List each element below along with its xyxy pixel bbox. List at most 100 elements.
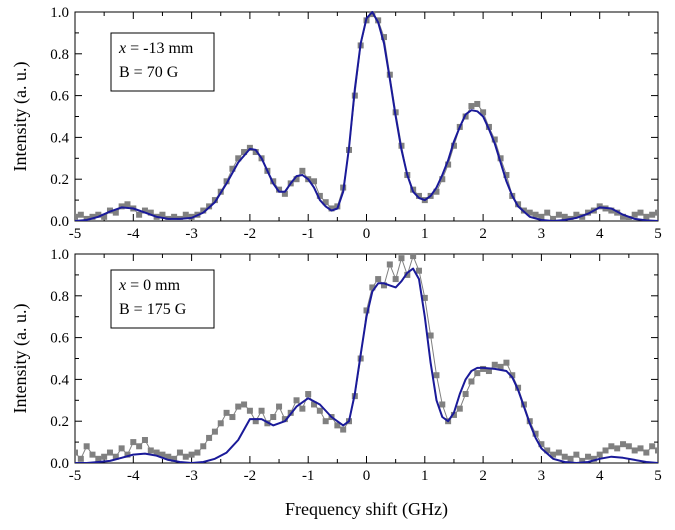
- data-point-top: [241, 149, 248, 156]
- data-point-top: [118, 203, 125, 210]
- y-tick-label-bottom: 0.0: [50, 456, 69, 472]
- y-axis-title-top: Intensity (a. u.): [10, 62, 31, 172]
- annotation-line2-top: B = 70 G: [119, 64, 179, 81]
- data-point-bottom: [386, 261, 393, 268]
- data-point-bottom: [474, 370, 481, 377]
- data-point-top: [101, 213, 108, 220]
- data-point-top: [77, 211, 84, 218]
- fit-line-top: [75, 11, 658, 221]
- annotation-value-top: = -13 mm: [126, 40, 194, 57]
- data-point-top: [95, 211, 102, 218]
- data-point-bottom: [171, 455, 178, 462]
- data-point-bottom: [608, 443, 615, 450]
- data-point-bottom: [89, 451, 96, 458]
- y-tick-label-top: 1.0: [50, 5, 69, 21]
- annotation-value-bottom: = 0 mm: [126, 277, 180, 294]
- data-point-top: [503, 172, 510, 179]
- data-point-bottom: [153, 449, 160, 456]
- data-point-bottom: [433, 372, 440, 379]
- data-point-bottom: [602, 447, 609, 454]
- data-point-bottom: [468, 378, 475, 385]
- x-tick-label-bottom: -3: [185, 468, 198, 484]
- annotation-var-bottom: x: [118, 277, 126, 294]
- data-point-top: [281, 190, 288, 197]
- data-point-top: [112, 209, 119, 216]
- data-point-bottom: [252, 418, 259, 425]
- data-point-bottom: [200, 443, 207, 450]
- data-point-top: [620, 213, 627, 220]
- data-point-bottom: [340, 426, 347, 433]
- data-point-bottom: [83, 443, 90, 450]
- x-tick-label-top: 0: [363, 226, 371, 242]
- data-point-bottom: [485, 368, 492, 375]
- x-tick-label-top: -5: [69, 226, 82, 242]
- data-point-top: [246, 144, 253, 151]
- x-tick-label-top: -2: [244, 226, 257, 242]
- data-point-top: [124, 201, 131, 208]
- data-point-bottom: [439, 401, 446, 408]
- annotation-line1-bottom: x = 0 mm: [118, 277, 181, 294]
- x-tick-label-bottom: -5: [69, 468, 82, 484]
- x-tick-label-top: 5: [654, 226, 662, 242]
- y-tick-label-top: 0.0: [50, 214, 69, 230]
- data-point-top: [468, 103, 475, 110]
- data-point-bottom: [95, 455, 102, 462]
- data-point-top: [445, 161, 452, 168]
- data-point-top: [182, 211, 189, 218]
- data-point-bottom: [643, 449, 650, 456]
- x-tick-label-bottom: 0: [363, 468, 371, 484]
- data-point-top: [555, 211, 562, 218]
- data-point-bottom: [176, 449, 183, 456]
- data-point-bottom: [118, 445, 125, 452]
- data-point-top: [311, 178, 318, 185]
- data-point-bottom: [369, 284, 376, 291]
- data-point-top: [75, 213, 78, 220]
- data-point-bottom: [270, 414, 277, 421]
- data-point-top: [433, 188, 440, 195]
- annotation-line2-bottom: B = 175 G: [119, 301, 187, 318]
- x-tick-label-top: 2: [479, 226, 487, 242]
- data-point-top: [293, 176, 300, 183]
- data-point-bottom: [363, 307, 370, 314]
- data-point-top: [550, 215, 557, 221]
- x-tick-label-bottom: 1: [421, 468, 429, 484]
- data-point-bottom: [229, 414, 236, 421]
- data-point-bottom: [596, 451, 603, 458]
- data-point-top: [200, 207, 207, 214]
- data-point-bottom: [165, 453, 172, 460]
- data-point-top: [322, 199, 329, 206]
- data-point-bottom: [392, 276, 399, 283]
- data-point-bottom: [421, 294, 428, 301]
- x-tick-label-bottom: 3: [538, 468, 546, 484]
- data-point-top: [596, 203, 603, 210]
- x-tick-label-bottom: 5: [654, 468, 662, 484]
- data-point-bottom: [380, 282, 387, 289]
- x-tick-label-bottom: -1: [302, 468, 315, 484]
- data-point-bottom: [147, 447, 154, 454]
- data-point-bottom: [579, 457, 586, 463]
- data-point-bottom: [585, 453, 592, 460]
- data-point-bottom: [311, 401, 318, 408]
- data-point-bottom: [206, 434, 213, 441]
- panel-bottom: -5 -4 -3 -2 -1 0 1 2 3 4 5 0.0 0.2 0.4 0.6 0.8 1.0 Intens…: [10, 247, 662, 520]
- data-point-bottom: [538, 441, 545, 448]
- data-point-bottom: [77, 455, 84, 462]
- data-point-bottom: [503, 359, 510, 366]
- data-point-bottom: [497, 363, 504, 370]
- data-point-bottom: [427, 332, 434, 339]
- data-point-top: [608, 207, 615, 214]
- data-point-bottom: [491, 361, 498, 368]
- data-point-top: [159, 211, 166, 218]
- data-point-top: [526, 209, 533, 216]
- data-point-bottom: [480, 365, 487, 372]
- series-group-top: [75, 11, 658, 221]
- data-point-bottom: [375, 276, 382, 283]
- data-point-bottom: [544, 447, 551, 454]
- data-point-bottom: [112, 453, 119, 460]
- data-point-top: [147, 209, 154, 216]
- data-point-bottom: [567, 455, 574, 462]
- panel-top: -5 -4 -3 -2 -1 0 1 2 3 4 5 0.0 0.2 0.4 0.6 0.8 1.0 Intens…: [10, 5, 662, 242]
- data-point-top: [171, 213, 178, 220]
- y-tick-label-bottom: 0.4: [50, 372, 69, 388]
